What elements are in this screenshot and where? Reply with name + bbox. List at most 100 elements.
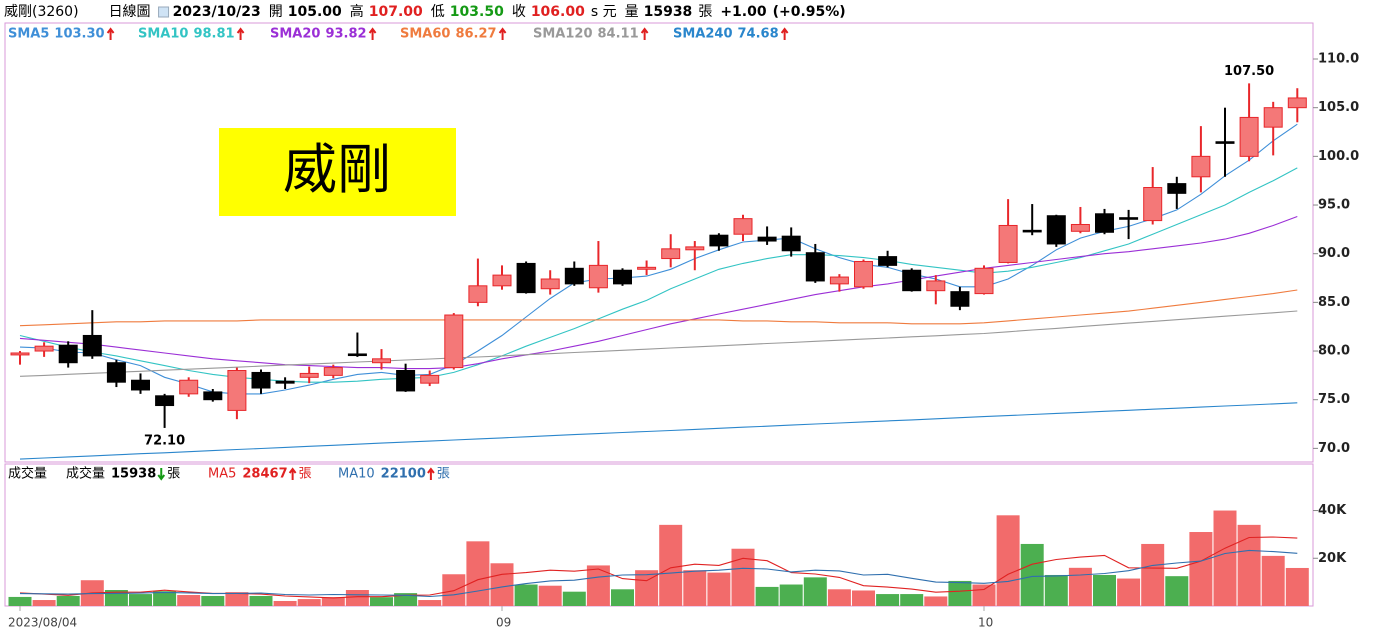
candle-body [1215,141,1235,144]
volume-label: 量 [625,4,639,20]
candle-body [420,374,440,384]
volume-bar [153,591,177,606]
candle-body [733,218,753,235]
volume-bar [755,586,779,606]
volume-bar [466,541,490,606]
volume-bar [876,594,900,606]
candle-body [1095,213,1114,233]
arrow-up [288,467,297,480]
volume-bar [514,584,538,606]
legend-value: 93.82 [325,27,366,42]
volume-bar [1020,543,1044,606]
legend-value: 28467 [242,467,287,482]
y-tick-label: 95.0 [1318,198,1350,213]
candle-body [372,358,391,364]
volume-bar [177,595,201,606]
candle-body [106,362,126,383]
candle-body [396,370,416,392]
ma-line [19,310,1298,377]
unit: s 元 [591,4,617,20]
legend-value: 103.30 [54,27,104,42]
badge-text: 威剛 [283,138,391,201]
volume-bar [1189,532,1213,606]
volume-bar [297,599,321,606]
y-tick-label: 20K [1318,551,1347,566]
volume-bar [538,585,562,606]
volume-bar [900,594,924,606]
legend-unit: 張 [299,467,312,482]
volume-bar [996,515,1020,606]
legend-name: MA5 [208,467,236,482]
candle-body [540,278,560,290]
volume-bar [948,580,972,606]
date: 2023/10/23 [173,4,261,20]
volume-bar [1093,574,1116,606]
candle-body [179,379,199,395]
open: 105.00 [288,4,342,20]
volume-bar [1141,543,1165,606]
volume-bar [803,577,827,606]
arrow-down [157,468,166,481]
legend-name: SMA5 [8,27,49,42]
candle-body [1287,97,1307,109]
legend-value: 15938 [111,467,156,482]
volume-bar [394,593,418,606]
candle-body [709,234,729,247]
candle-body [637,266,657,270]
ma-line [19,215,1298,370]
volume-bar [779,584,803,606]
volume-bar [8,596,32,606]
arrow-up [498,27,507,40]
stock-name: 威剛(3260) [4,4,79,20]
candle-body [1022,229,1042,233]
volume-bar [1261,555,1285,606]
candle-body [1143,187,1163,222]
volume-bar [827,589,851,606]
legend-name: SMA60 [400,27,450,42]
ma-line [19,549,1298,598]
candle-body [805,252,825,282]
candle-body [516,262,536,294]
candle-body [950,291,970,307]
volume: 15938 [644,4,693,20]
volume-bar [707,572,731,606]
ma-line [19,123,1298,395]
candle-body [468,285,488,303]
legend-value: 84.11 [598,27,639,42]
arrow-up [427,467,435,480]
candle-body [902,269,922,292]
volume-bar [370,597,393,606]
ma-line [19,167,1298,383]
legend-name: MA10 [338,467,375,482]
candle-body [974,267,994,295]
checkbox-icon [158,6,170,18]
volume-bar [321,597,345,606]
arrow-up [368,27,377,40]
candle-body [781,235,801,252]
candle-body [58,344,78,364]
volume-bar [924,596,948,606]
volume-bar [201,595,225,606]
volume-bar [611,589,634,606]
candle-body [492,274,512,287]
period: 日線圖 [109,4,151,20]
candle-body [829,276,849,285]
volume-bar [249,595,273,606]
volume-bar [635,570,659,606]
low: 103.50 [450,4,504,20]
change-pct: (+0.95%) [773,4,846,20]
candle-body [444,314,464,369]
open-label: 開 [269,4,283,20]
arrow-up [640,27,649,40]
volume-bar [1068,567,1092,606]
candle-body [1239,116,1259,157]
volume-bar [683,570,707,606]
candle-body [757,236,777,242]
x-tick-label: 10 [978,616,993,630]
candle-body [251,371,271,389]
y-tick-label: 80.0 [1318,344,1350,359]
candle-body [299,372,319,378]
volume-bar [1285,567,1309,606]
volume-bar [129,594,152,606]
